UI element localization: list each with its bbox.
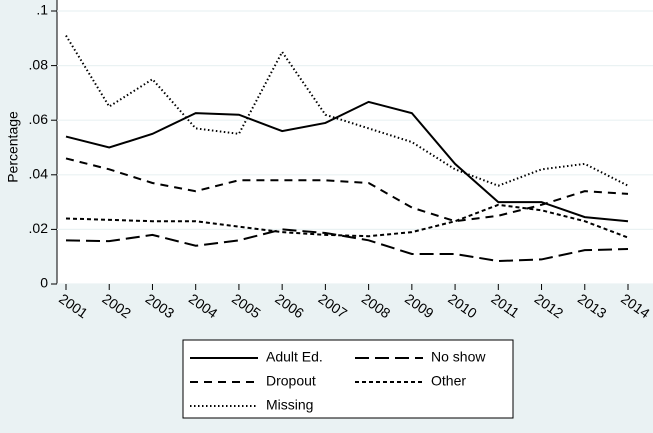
y-tick-label: 0 [40,275,48,291]
y-tick-label: .02 [29,220,49,236]
plot-area [57,0,653,284]
y-tick-label: .04 [29,166,49,182]
x-tick-label: 2008 [359,290,394,321]
y-tick-label: .08 [29,56,49,72]
legend-label: Missing [266,397,313,413]
y-tick-label: .06 [29,111,49,127]
legend [182,339,514,419]
series-line [65,203,629,239]
series-line [65,100,629,223]
y-tick-label: .1 [36,2,48,18]
x-tick-label: 2009 [402,290,437,321]
x-tick-label: 2003 [143,290,178,321]
legend-label: Dropout [266,373,316,389]
legend-label: No show [431,349,486,365]
y-axis-title: Percentage [5,111,21,183]
x-tick-label: 2007 [316,290,351,321]
legend-label: Other [431,373,466,389]
x-tick-label: 2011 [488,290,522,320]
series-line [65,228,629,263]
x-tick-label: 2005 [229,290,264,321]
series-line [65,157,629,223]
x-tick-label: 2002 [99,290,134,321]
x-tick-label: 2012 [532,290,567,321]
x-tick-label: 2006 [272,290,307,321]
x-tick-label: 2013 [575,290,610,321]
x-tick-label: 2014 [618,290,653,321]
x-tick-label: 2004 [186,290,221,321]
series-line [65,35,629,187]
x-tick-label: 2001 [56,290,91,321]
x-tick-label: 2010 [445,290,480,321]
legend-label: Adult Ed. [266,349,323,365]
